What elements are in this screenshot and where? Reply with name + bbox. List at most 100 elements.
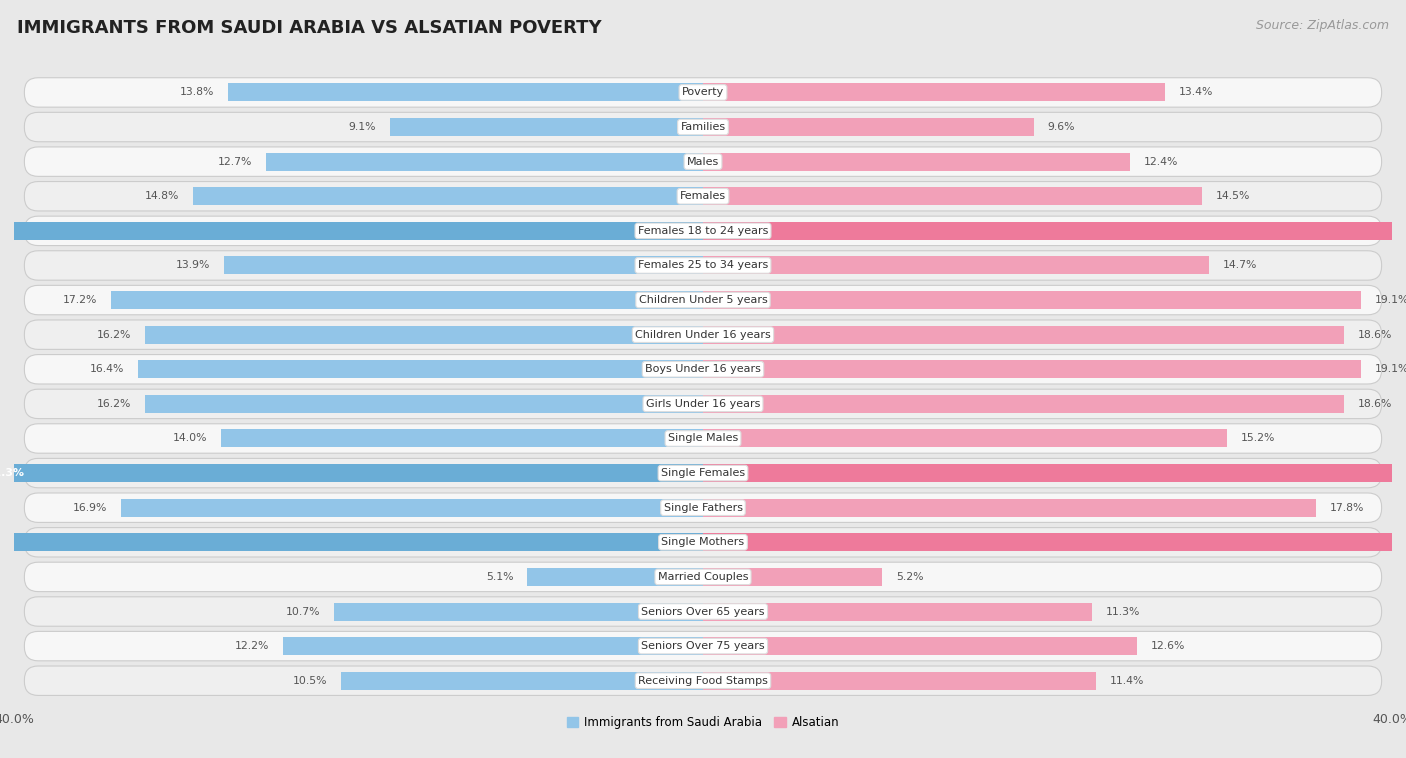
Text: 11.4%: 11.4%	[1109, 675, 1144, 686]
Text: 9.6%: 9.6%	[1047, 122, 1076, 132]
FancyBboxPatch shape	[24, 493, 1382, 522]
FancyBboxPatch shape	[24, 285, 1382, 315]
Text: 10.5%: 10.5%	[292, 675, 328, 686]
Text: 18.6%: 18.6%	[1358, 330, 1392, 340]
Bar	[121, 499, 703, 517]
Text: 12.2%: 12.2%	[235, 641, 269, 651]
Bar	[224, 256, 703, 274]
Text: Females 18 to 24 years: Females 18 to 24 years	[638, 226, 768, 236]
Text: 14.0%: 14.0%	[173, 434, 207, 443]
Text: Poverty: Poverty	[682, 87, 724, 98]
Bar	[266, 152, 703, 171]
Text: Single Fathers: Single Fathers	[664, 503, 742, 512]
Text: 5.2%: 5.2%	[896, 572, 924, 582]
Text: 5.1%: 5.1%	[486, 572, 513, 582]
FancyBboxPatch shape	[24, 631, 1382, 661]
Bar	[703, 152, 1130, 171]
FancyBboxPatch shape	[24, 562, 1382, 591]
Bar	[703, 83, 1164, 102]
Bar	[228, 83, 703, 102]
FancyBboxPatch shape	[24, 78, 1382, 107]
Text: Seniors Over 65 years: Seniors Over 65 years	[641, 606, 765, 616]
Text: 14.5%: 14.5%	[1216, 191, 1250, 202]
FancyBboxPatch shape	[24, 597, 1382, 626]
FancyBboxPatch shape	[24, 528, 1382, 557]
Bar	[389, 118, 703, 136]
Bar	[283, 637, 703, 655]
Text: 14.7%: 14.7%	[1223, 261, 1257, 271]
Bar	[145, 326, 703, 343]
Text: Children Under 16 years: Children Under 16 years	[636, 330, 770, 340]
Text: 10.7%: 10.7%	[287, 606, 321, 616]
Text: Boys Under 16 years: Boys Under 16 years	[645, 365, 761, 374]
Text: Seniors Over 75 years: Seniors Over 75 years	[641, 641, 765, 651]
Text: 12.4%: 12.4%	[1144, 157, 1178, 167]
Bar	[145, 395, 703, 413]
Text: 11.3%: 11.3%	[1107, 606, 1140, 616]
Text: Families: Families	[681, 122, 725, 132]
Text: 12.6%: 12.6%	[1152, 641, 1185, 651]
Text: 14.8%: 14.8%	[145, 191, 180, 202]
Text: Females 25 to 34 years: Females 25 to 34 years	[638, 261, 768, 271]
Bar	[703, 326, 1344, 343]
Bar	[342, 672, 703, 690]
Bar	[703, 395, 1344, 413]
Text: Single Mothers: Single Mothers	[661, 537, 745, 547]
Text: Girls Under 16 years: Girls Under 16 years	[645, 399, 761, 409]
Bar	[335, 603, 703, 621]
Bar	[703, 430, 1226, 447]
Bar	[0, 222, 703, 240]
FancyBboxPatch shape	[24, 666, 1382, 695]
Text: 16.2%: 16.2%	[97, 330, 131, 340]
Bar	[527, 568, 703, 586]
Bar	[193, 187, 703, 205]
Text: 17.8%: 17.8%	[1330, 503, 1364, 512]
Bar	[703, 360, 1361, 378]
Bar	[111, 291, 703, 309]
FancyBboxPatch shape	[24, 251, 1382, 280]
Bar	[703, 464, 1406, 482]
FancyBboxPatch shape	[24, 355, 1382, 384]
Legend: Immigrants from Saudi Arabia, Alsatian: Immigrants from Saudi Arabia, Alsatian	[562, 712, 844, 734]
Bar	[0, 464, 703, 482]
Text: 18.6%: 18.6%	[1358, 399, 1392, 409]
Bar	[703, 256, 1209, 274]
Bar	[703, 637, 1137, 655]
FancyBboxPatch shape	[24, 112, 1382, 142]
Text: 19.1%: 19.1%	[1375, 365, 1406, 374]
Text: 13.8%: 13.8%	[180, 87, 214, 98]
Text: IMMIGRANTS FROM SAUDI ARABIA VS ALSATIAN POVERTY: IMMIGRANTS FROM SAUDI ARABIA VS ALSATIAN…	[17, 19, 602, 37]
Bar	[0, 534, 703, 551]
Text: Single Males: Single Males	[668, 434, 738, 443]
Text: 13.9%: 13.9%	[176, 261, 211, 271]
FancyBboxPatch shape	[24, 320, 1382, 349]
Bar	[138, 360, 703, 378]
FancyBboxPatch shape	[24, 216, 1382, 246]
Text: 17.2%: 17.2%	[62, 295, 97, 305]
Bar	[703, 187, 1202, 205]
Text: Receiving Food Stamps: Receiving Food Stamps	[638, 675, 768, 686]
Bar	[703, 672, 1095, 690]
Text: Males: Males	[688, 157, 718, 167]
Bar	[703, 534, 1406, 551]
Text: 16.4%: 16.4%	[90, 365, 124, 374]
Text: Children Under 5 years: Children Under 5 years	[638, 295, 768, 305]
Text: 15.2%: 15.2%	[1240, 434, 1275, 443]
FancyBboxPatch shape	[24, 147, 1382, 177]
Bar	[703, 499, 1316, 517]
Bar	[703, 603, 1092, 621]
Text: Single Females: Single Females	[661, 468, 745, 478]
FancyBboxPatch shape	[24, 182, 1382, 211]
Bar	[703, 222, 1406, 240]
Text: 21.3%: 21.3%	[0, 468, 24, 478]
Text: Females: Females	[681, 191, 725, 202]
FancyBboxPatch shape	[24, 459, 1382, 488]
FancyBboxPatch shape	[24, 424, 1382, 453]
Bar	[221, 430, 703, 447]
Text: Source: ZipAtlas.com: Source: ZipAtlas.com	[1256, 19, 1389, 32]
Text: 19.1%: 19.1%	[1375, 295, 1406, 305]
Bar	[703, 118, 1033, 136]
Text: 9.1%: 9.1%	[349, 122, 375, 132]
Text: 16.9%: 16.9%	[73, 503, 107, 512]
Text: 12.7%: 12.7%	[218, 157, 252, 167]
